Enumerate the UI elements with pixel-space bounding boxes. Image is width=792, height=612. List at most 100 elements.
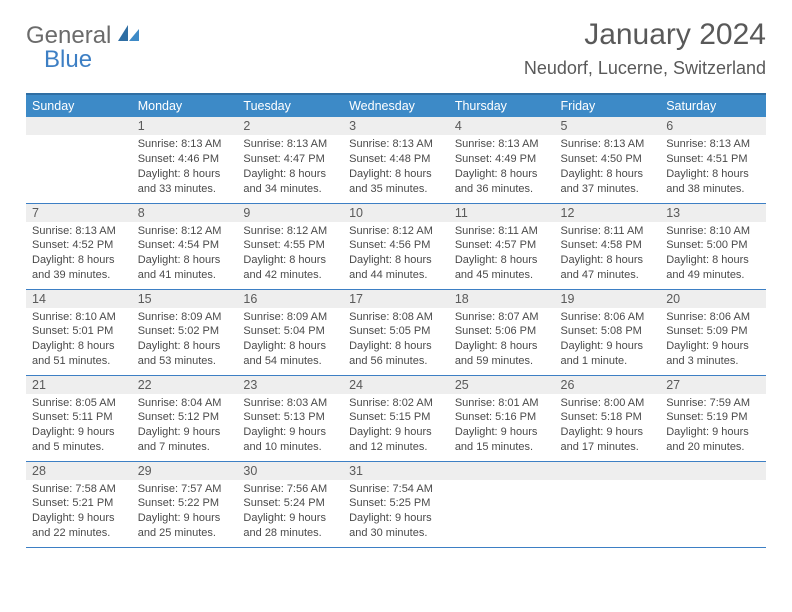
title-block: January 2024 Neudorf, Lucerne, Switzerla… xyxy=(524,18,766,79)
calendar-cell: 29Sunrise: 7:57 AMSunset: 5:22 PMDayligh… xyxy=(132,461,238,547)
daylight-text: Daylight: 8 hours and 59 minutes. xyxy=(455,339,549,369)
sunset-text: Sunset: 5:05 PM xyxy=(349,324,443,339)
day-info: Sunrise: 8:11 AMSunset: 4:58 PMDaylight:… xyxy=(555,222,661,287)
daylight-text: Daylight: 8 hours and 38 minutes. xyxy=(666,167,760,197)
calendar-cell: 27Sunrise: 7:59 AMSunset: 5:19 PMDayligh… xyxy=(660,375,766,461)
calendar-cell: 30Sunrise: 7:56 AMSunset: 5:24 PMDayligh… xyxy=(237,461,343,547)
daylight-text: Daylight: 9 hours and 15 minutes. xyxy=(455,425,549,455)
day-number: 18 xyxy=(449,290,555,308)
daylight-text: Daylight: 8 hours and 34 minutes. xyxy=(243,167,337,197)
day-number: 2 xyxy=(237,117,343,135)
sunset-text: Sunset: 5:00 PM xyxy=(666,238,760,253)
sunset-text: Sunset: 5:01 PM xyxy=(32,324,126,339)
day-info: Sunrise: 7:59 AMSunset: 5:19 PMDaylight:… xyxy=(660,394,766,459)
day-info: Sunrise: 8:10 AMSunset: 5:01 PMDaylight:… xyxy=(26,308,132,373)
day-number xyxy=(555,462,661,480)
day-info: Sunrise: 8:13 AMSunset: 4:49 PMDaylight:… xyxy=(449,135,555,200)
day-number: 26 xyxy=(555,376,661,394)
calendar-cell: 20Sunrise: 8:06 AMSunset: 5:09 PMDayligh… xyxy=(660,289,766,375)
day-number: 12 xyxy=(555,204,661,222)
calendar-cell: 7Sunrise: 8:13 AMSunset: 4:52 PMDaylight… xyxy=(26,203,132,289)
day-number: 16 xyxy=(237,290,343,308)
day-number: 3 xyxy=(343,117,449,135)
sunset-text: Sunset: 4:56 PM xyxy=(349,238,443,253)
day-info: Sunrise: 8:08 AMSunset: 5:05 PMDaylight:… xyxy=(343,308,449,373)
page: General Blue January 2024 Neudorf, Lucer… xyxy=(0,0,792,548)
day-info: Sunrise: 8:13 AMSunset: 4:46 PMDaylight:… xyxy=(132,135,238,200)
day-info: Sunrise: 8:09 AMSunset: 5:04 PMDaylight:… xyxy=(237,308,343,373)
calendar-body: 1Sunrise: 8:13 AMSunset: 4:46 PMDaylight… xyxy=(26,117,766,547)
daylight-text: Daylight: 8 hours and 39 minutes. xyxy=(32,253,126,283)
day-info: Sunrise: 8:13 AMSunset: 4:47 PMDaylight:… xyxy=(237,135,343,200)
sunrise-text: Sunrise: 8:11 AM xyxy=(561,224,655,239)
daylight-text: Daylight: 9 hours and 17 minutes. xyxy=(561,425,655,455)
day-number: 30 xyxy=(237,462,343,480)
calendar-cell: 15Sunrise: 8:09 AMSunset: 5:02 PMDayligh… xyxy=(132,289,238,375)
day-number: 7 xyxy=(26,204,132,222)
daylight-text: Daylight: 8 hours and 36 minutes. xyxy=(455,167,549,197)
sunset-text: Sunset: 5:11 PM xyxy=(32,410,126,425)
sunset-text: Sunset: 5:16 PM xyxy=(455,410,549,425)
daylight-text: Daylight: 9 hours and 28 minutes. xyxy=(243,511,337,541)
calendar-cell: 21Sunrise: 8:05 AMSunset: 5:11 PMDayligh… xyxy=(26,375,132,461)
day-info: Sunrise: 8:00 AMSunset: 5:18 PMDaylight:… xyxy=(555,394,661,459)
sunset-text: Sunset: 4:46 PM xyxy=(138,152,232,167)
day-number: 13 xyxy=(660,204,766,222)
daylight-text: Daylight: 8 hours and 51 minutes. xyxy=(32,339,126,369)
daylight-text: Daylight: 8 hours and 47 minutes. xyxy=(561,253,655,283)
sunrise-text: Sunrise: 8:03 AM xyxy=(243,396,337,411)
calendar-cell: 18Sunrise: 8:07 AMSunset: 5:06 PMDayligh… xyxy=(449,289,555,375)
daylight-text: Daylight: 8 hours and 49 minutes. xyxy=(666,253,760,283)
weekday-monday: Monday xyxy=(132,94,238,117)
calendar-row: 7Sunrise: 8:13 AMSunset: 4:52 PMDaylight… xyxy=(26,203,766,289)
daylight-text: Daylight: 9 hours and 20 minutes. xyxy=(666,425,760,455)
sunrise-text: Sunrise: 8:10 AM xyxy=(32,310,126,325)
logo-sail-icon xyxy=(118,30,140,47)
sunset-text: Sunset: 5:21 PM xyxy=(32,496,126,511)
day-number xyxy=(26,117,132,135)
day-info: Sunrise: 8:02 AMSunset: 5:15 PMDaylight:… xyxy=(343,394,449,459)
calendar-row: 14Sunrise: 8:10 AMSunset: 5:01 PMDayligh… xyxy=(26,289,766,375)
daylight-text: Daylight: 8 hours and 44 minutes. xyxy=(349,253,443,283)
calendar-cell: 8Sunrise: 8:12 AMSunset: 4:54 PMDaylight… xyxy=(132,203,238,289)
calendar-row: 21Sunrise: 8:05 AMSunset: 5:11 PMDayligh… xyxy=(26,375,766,461)
calendar-cell: 2Sunrise: 8:13 AMSunset: 4:47 PMDaylight… xyxy=(237,117,343,203)
calendar-cell: 5Sunrise: 8:13 AMSunset: 4:50 PMDaylight… xyxy=(555,117,661,203)
calendar-cell: 1Sunrise: 8:13 AMSunset: 4:46 PMDaylight… xyxy=(132,117,238,203)
sunrise-text: Sunrise: 8:11 AM xyxy=(455,224,549,239)
calendar-row: 28Sunrise: 7:58 AMSunset: 5:21 PMDayligh… xyxy=(26,461,766,547)
sunrise-text: Sunrise: 7:57 AM xyxy=(138,482,232,497)
day-info: Sunrise: 7:56 AMSunset: 5:24 PMDaylight:… xyxy=(237,480,343,545)
day-info: Sunrise: 8:13 AMSunset: 4:50 PMDaylight:… xyxy=(555,135,661,200)
day-info: Sunrise: 8:06 AMSunset: 5:09 PMDaylight:… xyxy=(660,308,766,373)
sunset-text: Sunset: 5:04 PM xyxy=(243,324,337,339)
daylight-text: Daylight: 8 hours and 53 minutes. xyxy=(138,339,232,369)
sunset-text: Sunset: 4:47 PM xyxy=(243,152,337,167)
day-number: 4 xyxy=(449,117,555,135)
day-number: 9 xyxy=(237,204,343,222)
day-number xyxy=(660,462,766,480)
calendar-cell: 17Sunrise: 8:08 AMSunset: 5:05 PMDayligh… xyxy=(343,289,449,375)
sunrise-text: Sunrise: 8:01 AM xyxy=(455,396,549,411)
day-info: Sunrise: 8:13 AMSunset: 4:51 PMDaylight:… xyxy=(660,135,766,200)
sunset-text: Sunset: 5:08 PM xyxy=(561,324,655,339)
sunrise-text: Sunrise: 8:13 AM xyxy=(243,137,337,152)
sunset-text: Sunset: 4:54 PM xyxy=(138,238,232,253)
month-title: January 2024 xyxy=(524,18,766,52)
calendar-row: 1Sunrise: 8:13 AMSunset: 4:46 PMDaylight… xyxy=(26,117,766,203)
logo-word-general: General xyxy=(26,22,111,49)
calendar-cell: 19Sunrise: 8:06 AMSunset: 5:08 PMDayligh… xyxy=(555,289,661,375)
day-info: Sunrise: 8:09 AMSunset: 5:02 PMDaylight:… xyxy=(132,308,238,373)
day-number: 8 xyxy=(132,204,238,222)
calendar-cell: 16Sunrise: 8:09 AMSunset: 5:04 PMDayligh… xyxy=(237,289,343,375)
sunset-text: Sunset: 5:02 PM xyxy=(138,324,232,339)
daylight-text: Daylight: 9 hours and 25 minutes. xyxy=(138,511,232,541)
weekday-header-row: Sunday Monday Tuesday Wednesday Thursday… xyxy=(26,94,766,117)
day-number: 31 xyxy=(343,462,449,480)
daylight-text: Daylight: 9 hours and 30 minutes. xyxy=(349,511,443,541)
weekday-wednesday: Wednesday xyxy=(343,94,449,117)
daylight-text: Daylight: 8 hours and 35 minutes. xyxy=(349,167,443,197)
day-info: Sunrise: 8:11 AMSunset: 4:57 PMDaylight:… xyxy=(449,222,555,287)
calendar-cell: 23Sunrise: 8:03 AMSunset: 5:13 PMDayligh… xyxy=(237,375,343,461)
day-info: Sunrise: 8:12 AMSunset: 4:56 PMDaylight:… xyxy=(343,222,449,287)
